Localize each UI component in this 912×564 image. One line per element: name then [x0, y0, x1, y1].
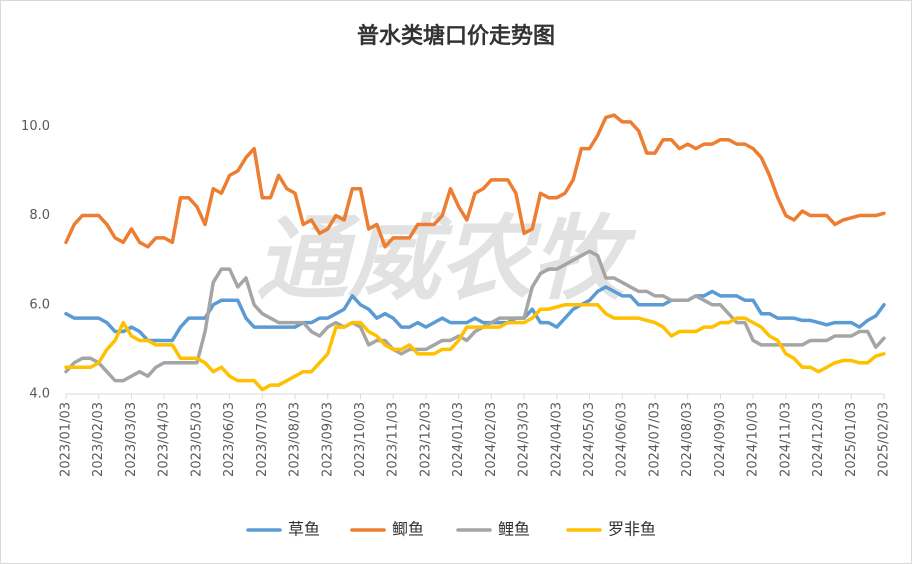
legend-label: 鲤鱼: [498, 520, 530, 539]
x-tick-label: 2023/04/03: [157, 402, 172, 477]
chart-title: 普水类塘口价走势图: [357, 23, 555, 49]
series-line: [64, 249, 886, 383]
y-tick-label: 4.0: [29, 387, 50, 402]
legend-label: 鲫鱼: [392, 520, 424, 539]
x-tick-label: 2024/12/03: [811, 402, 826, 477]
x-tick-label: 2024/04/03: [549, 402, 564, 477]
y-tick-label: 10.0: [21, 119, 50, 134]
x-tick-label: 2023/07/03: [255, 402, 270, 477]
x-tick-label: 2024/11/03: [778, 402, 793, 477]
x-tick-label: 2024/06/03: [615, 402, 630, 477]
x-tick-label: 2024/07/03: [647, 402, 662, 477]
x-tick-label: 2024/02/03: [484, 402, 499, 477]
x-tick-label: 2024/09/03: [713, 402, 728, 477]
x-tick-label: 2025/02/03: [877, 402, 892, 477]
x-tick-label: 2023/05/03: [189, 402, 204, 477]
x-tick-label: 2024/03/03: [517, 402, 532, 477]
x-tick-label: 2023/08/03: [288, 402, 303, 477]
x-tick-label: 2023/02/03: [91, 402, 106, 477]
x-tick-label: 2023/03/03: [124, 402, 139, 477]
x-tick-label: 2023/12/03: [418, 402, 433, 477]
x-tick-label: 2023/09/03: [320, 402, 335, 477]
x-tick-label: 2023/06/03: [222, 402, 237, 477]
x-tick-label: 2024/05/03: [582, 402, 597, 477]
series-line: [64, 113, 886, 249]
x-tick-label: 2024/10/03: [746, 402, 761, 477]
x-tick-label: 2025/01/03: [844, 402, 859, 477]
y-tick-label: 6.0: [29, 297, 50, 312]
x-tick-label: 2024/08/03: [680, 402, 695, 477]
series-line: [64, 285, 886, 343]
series-line: [64, 303, 886, 392]
legend-label: 草鱼: [288, 520, 320, 539]
x-tick-label: 2023/10/03: [353, 402, 368, 477]
x-tick-label: 2024/01/03: [451, 402, 466, 477]
y-tick-label: 8.0: [29, 208, 50, 223]
legend-label: 罗非鱼: [608, 520, 656, 539]
x-tick-label: 2023/01/03: [59, 402, 74, 477]
x-tick-label: 2023/11/03: [386, 402, 401, 477]
